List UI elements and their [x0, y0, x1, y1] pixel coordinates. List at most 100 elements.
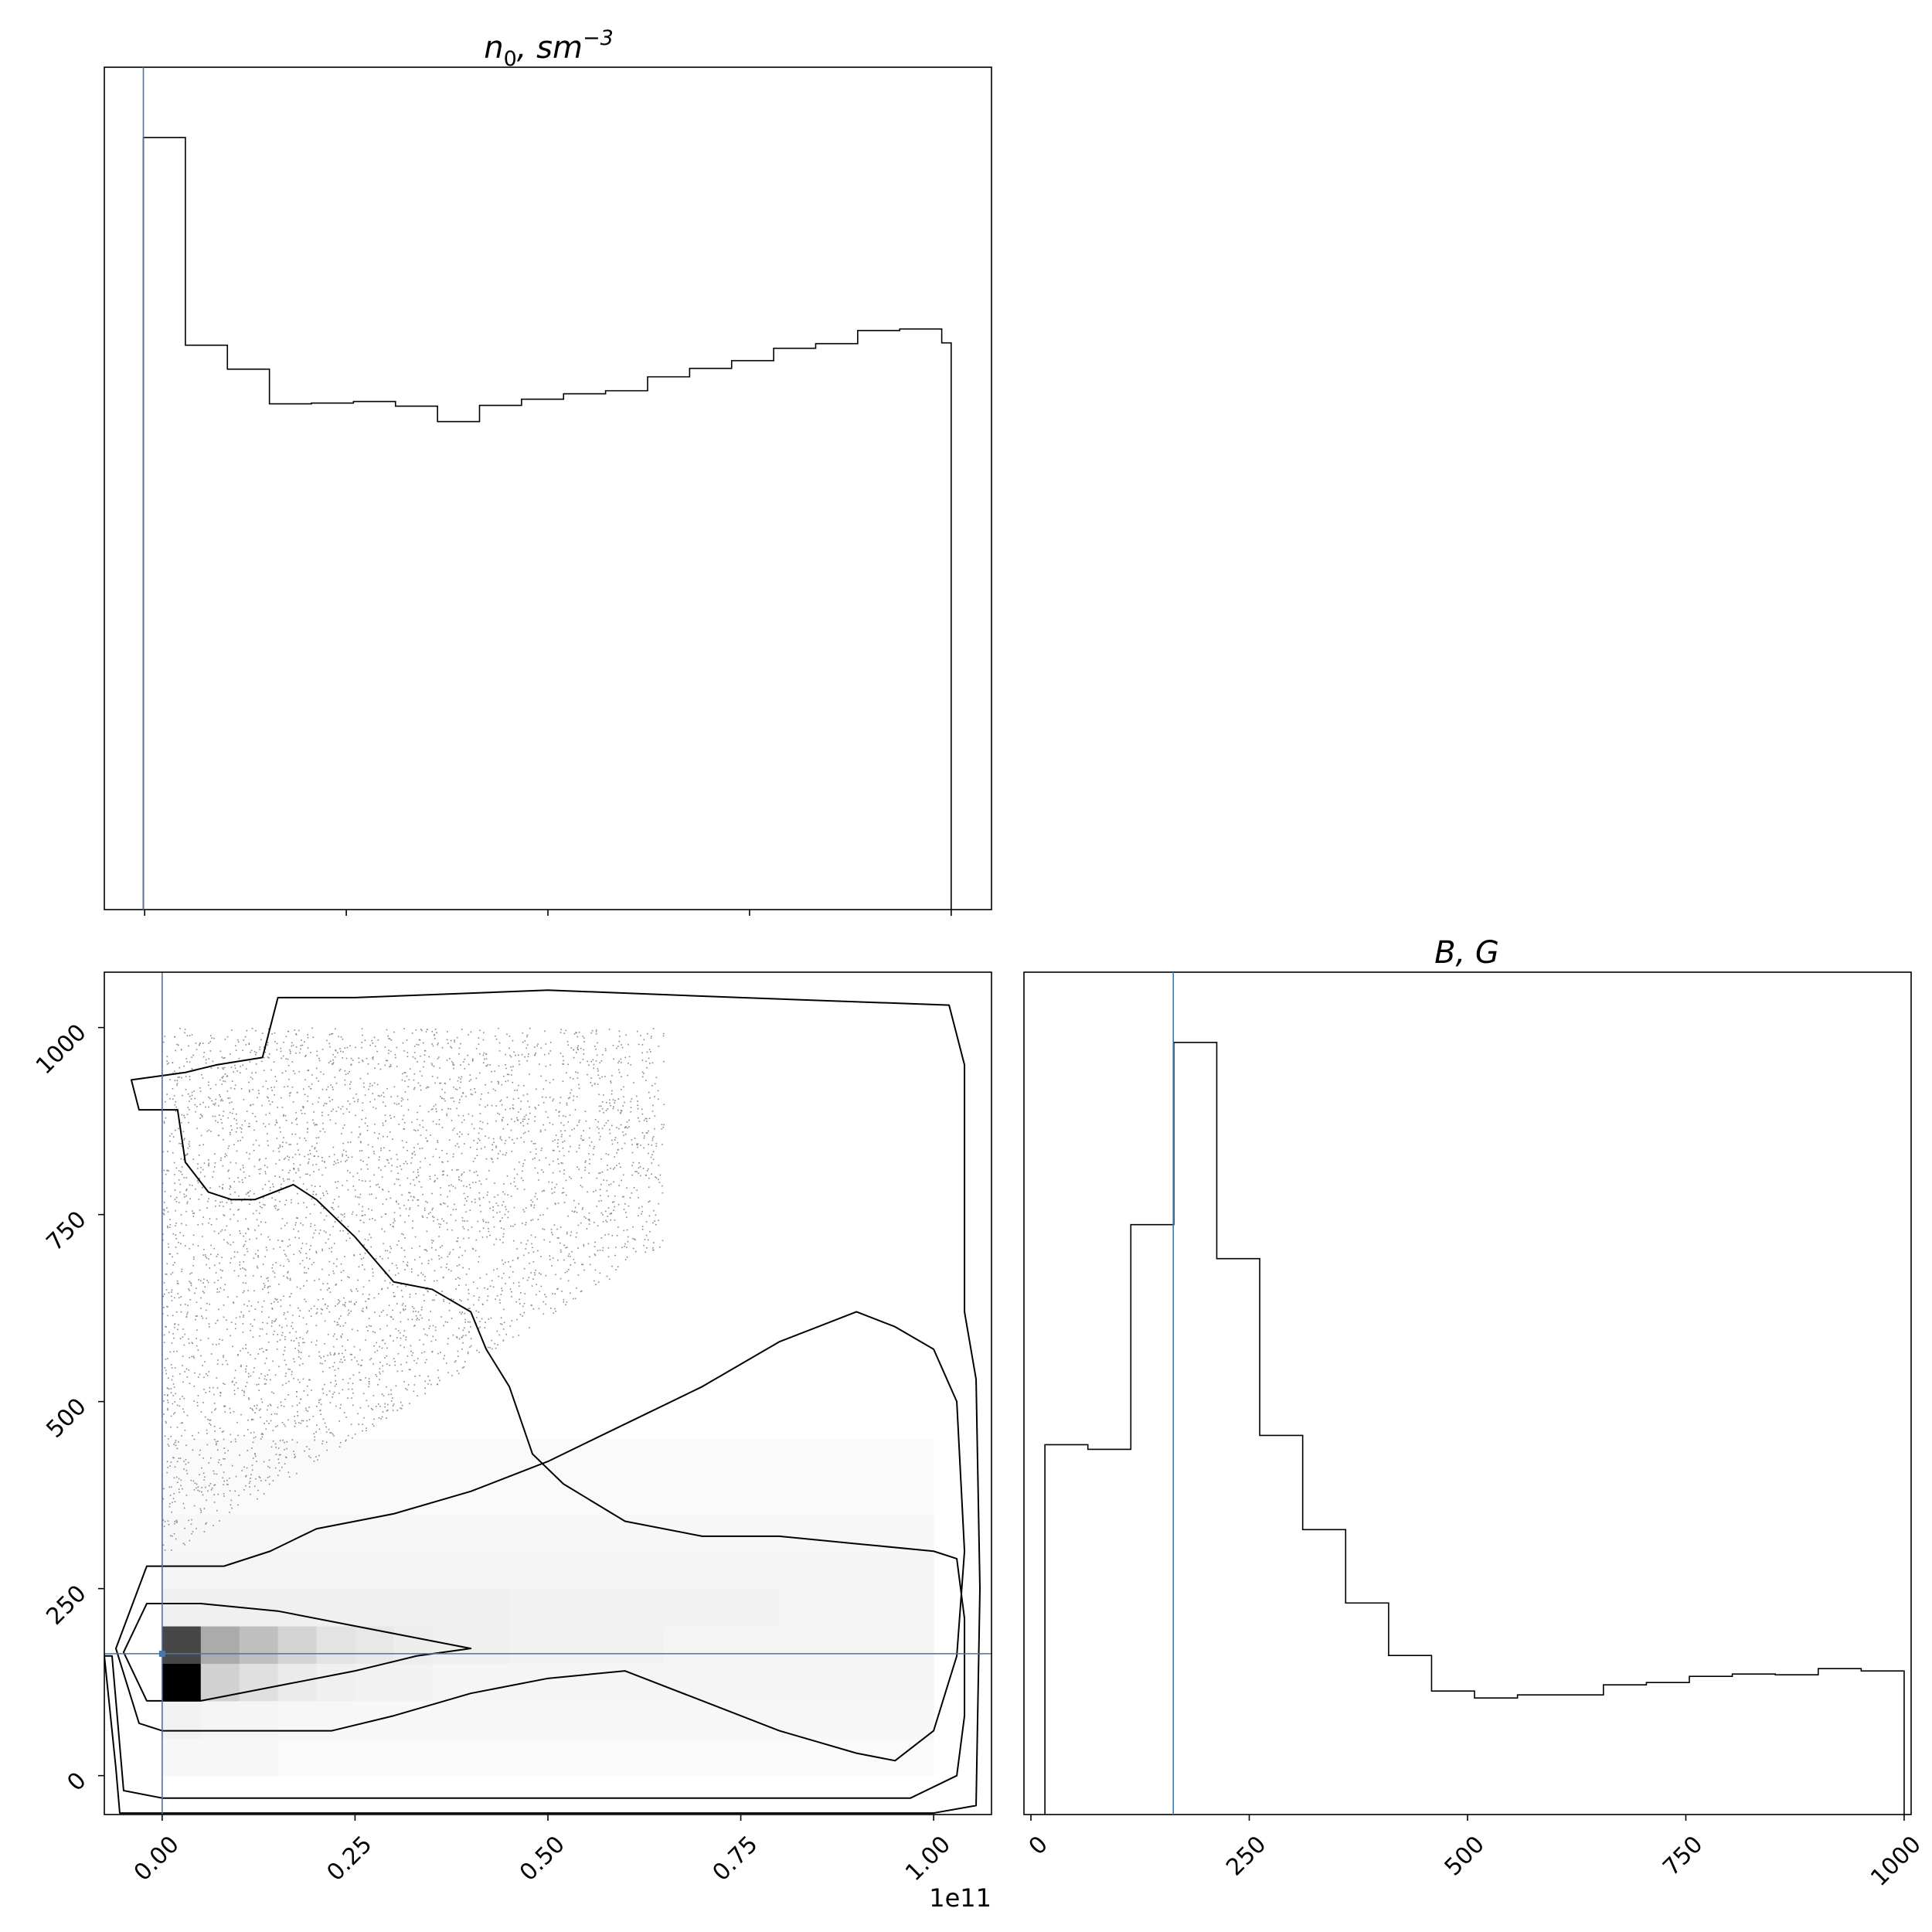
scatter-point [411, 1271, 413, 1273]
scatter-point [338, 1299, 339, 1301]
scatter-point [523, 1254, 525, 1256]
scatter-point [189, 1357, 190, 1359]
scatter-point [220, 1231, 222, 1233]
scatter-point [366, 1400, 368, 1401]
scatter-point [497, 1268, 498, 1270]
scatter-point [566, 1301, 568, 1303]
scatter-point [568, 1281, 570, 1282]
heatmap-cell [625, 1439, 664, 1477]
scatter-point [478, 1352, 480, 1353]
scatter-point [404, 1250, 406, 1251]
scatter-point [178, 1325, 179, 1326]
scatter-point [247, 1290, 249, 1291]
scatter-point [287, 1394, 289, 1396]
scatter-point [369, 1045, 371, 1046]
scatter-point [549, 1122, 551, 1124]
scatter-point [405, 1305, 406, 1307]
scatter-point [511, 1056, 512, 1058]
scatter-point [240, 1350, 241, 1352]
scatter-point [216, 1443, 217, 1444]
B-bar [1389, 1655, 1432, 1815]
scatter-point [547, 1208, 549, 1209]
scatter-point [453, 1087, 454, 1088]
scatter-point [402, 1119, 403, 1121]
scatter-point [651, 1085, 653, 1087]
scatter-point [468, 1237, 470, 1239]
scatter-point [291, 1325, 292, 1327]
scatter-point [487, 1195, 488, 1196]
scatter-point [570, 1178, 572, 1179]
scatter-point [264, 1205, 266, 1206]
scatter-point [417, 1169, 419, 1171]
scatter-point [223, 1115, 224, 1117]
scatter-point [229, 1478, 230, 1479]
scatter-point [294, 1168, 295, 1169]
scatter-point [407, 1178, 409, 1179]
scatter-point [338, 1368, 339, 1369]
scatter-point [446, 1153, 447, 1155]
heatmap-cell [548, 1663, 587, 1701]
scatter-point [266, 1358, 267, 1359]
scatter-point [228, 1148, 230, 1149]
scatter-point [505, 1109, 506, 1111]
scatter-point [332, 1226, 334, 1228]
scatter-point [278, 1284, 280, 1285]
scatter-point [288, 1471, 290, 1473]
scatter-point [284, 1180, 285, 1182]
scatter-point [316, 1143, 318, 1145]
scatter-point [180, 1458, 182, 1459]
scatter-point [349, 1071, 350, 1073]
scatter-point [223, 1430, 225, 1432]
scatter-point [222, 1056, 223, 1058]
scatter-point [651, 1154, 653, 1155]
scatter-point [274, 1124, 276, 1126]
scatter-point [449, 1139, 451, 1141]
scatter-point [459, 1278, 461, 1280]
scatter-point [300, 1288, 301, 1290]
scatter-point [553, 1079, 554, 1080]
scatter-point [322, 1283, 324, 1284]
scatter-point [514, 1142, 515, 1144]
scatter-point [273, 1393, 274, 1394]
scatter-point [540, 1256, 542, 1257]
scatter-point [395, 1328, 396, 1330]
scatter-point [560, 1122, 562, 1124]
scatter-point [248, 1126, 250, 1128]
B-bar [1775, 1675, 1818, 1815]
scatter-point [563, 1148, 564, 1149]
scatter-point [199, 1155, 200, 1156]
scatter-point [478, 1043, 480, 1045]
scatter-point [492, 1105, 493, 1107]
scatter-point [546, 1111, 547, 1113]
scatter-point [214, 1231, 216, 1233]
scatter-point [282, 1107, 284, 1108]
scatter-point [369, 1359, 371, 1361]
scatter-point [391, 1171, 393, 1172]
scatter-point [488, 1295, 489, 1297]
scatter-point [441, 1291, 443, 1292]
scatter-point [403, 1205, 405, 1206]
scatter-point [239, 1454, 240, 1456]
scatter-point [527, 1280, 529, 1281]
scatter-point [403, 1163, 405, 1165]
scatter-point [202, 1144, 204, 1145]
scatter-point [362, 1310, 363, 1311]
scatter-point [181, 1122, 182, 1124]
B-bar [1646, 1682, 1689, 1815]
scatter-point [535, 1053, 536, 1054]
scatter-point [366, 1326, 368, 1328]
scatter-point [508, 1261, 509, 1263]
scatter-point [334, 1154, 335, 1155]
scatter-point [607, 1196, 609, 1197]
scatter-point [566, 1232, 568, 1233]
scatter-point [471, 1345, 472, 1347]
scatter-point [315, 1185, 316, 1187]
scatter-point [349, 1088, 351, 1090]
scatter-point [206, 1499, 207, 1501]
scatter-point [369, 1086, 371, 1087]
scatter-point [492, 1349, 493, 1350]
scatter-point [340, 1335, 342, 1337]
B-bar [1174, 1043, 1217, 1815]
scatter-point [265, 1158, 267, 1159]
scatter-point [438, 1377, 440, 1379]
